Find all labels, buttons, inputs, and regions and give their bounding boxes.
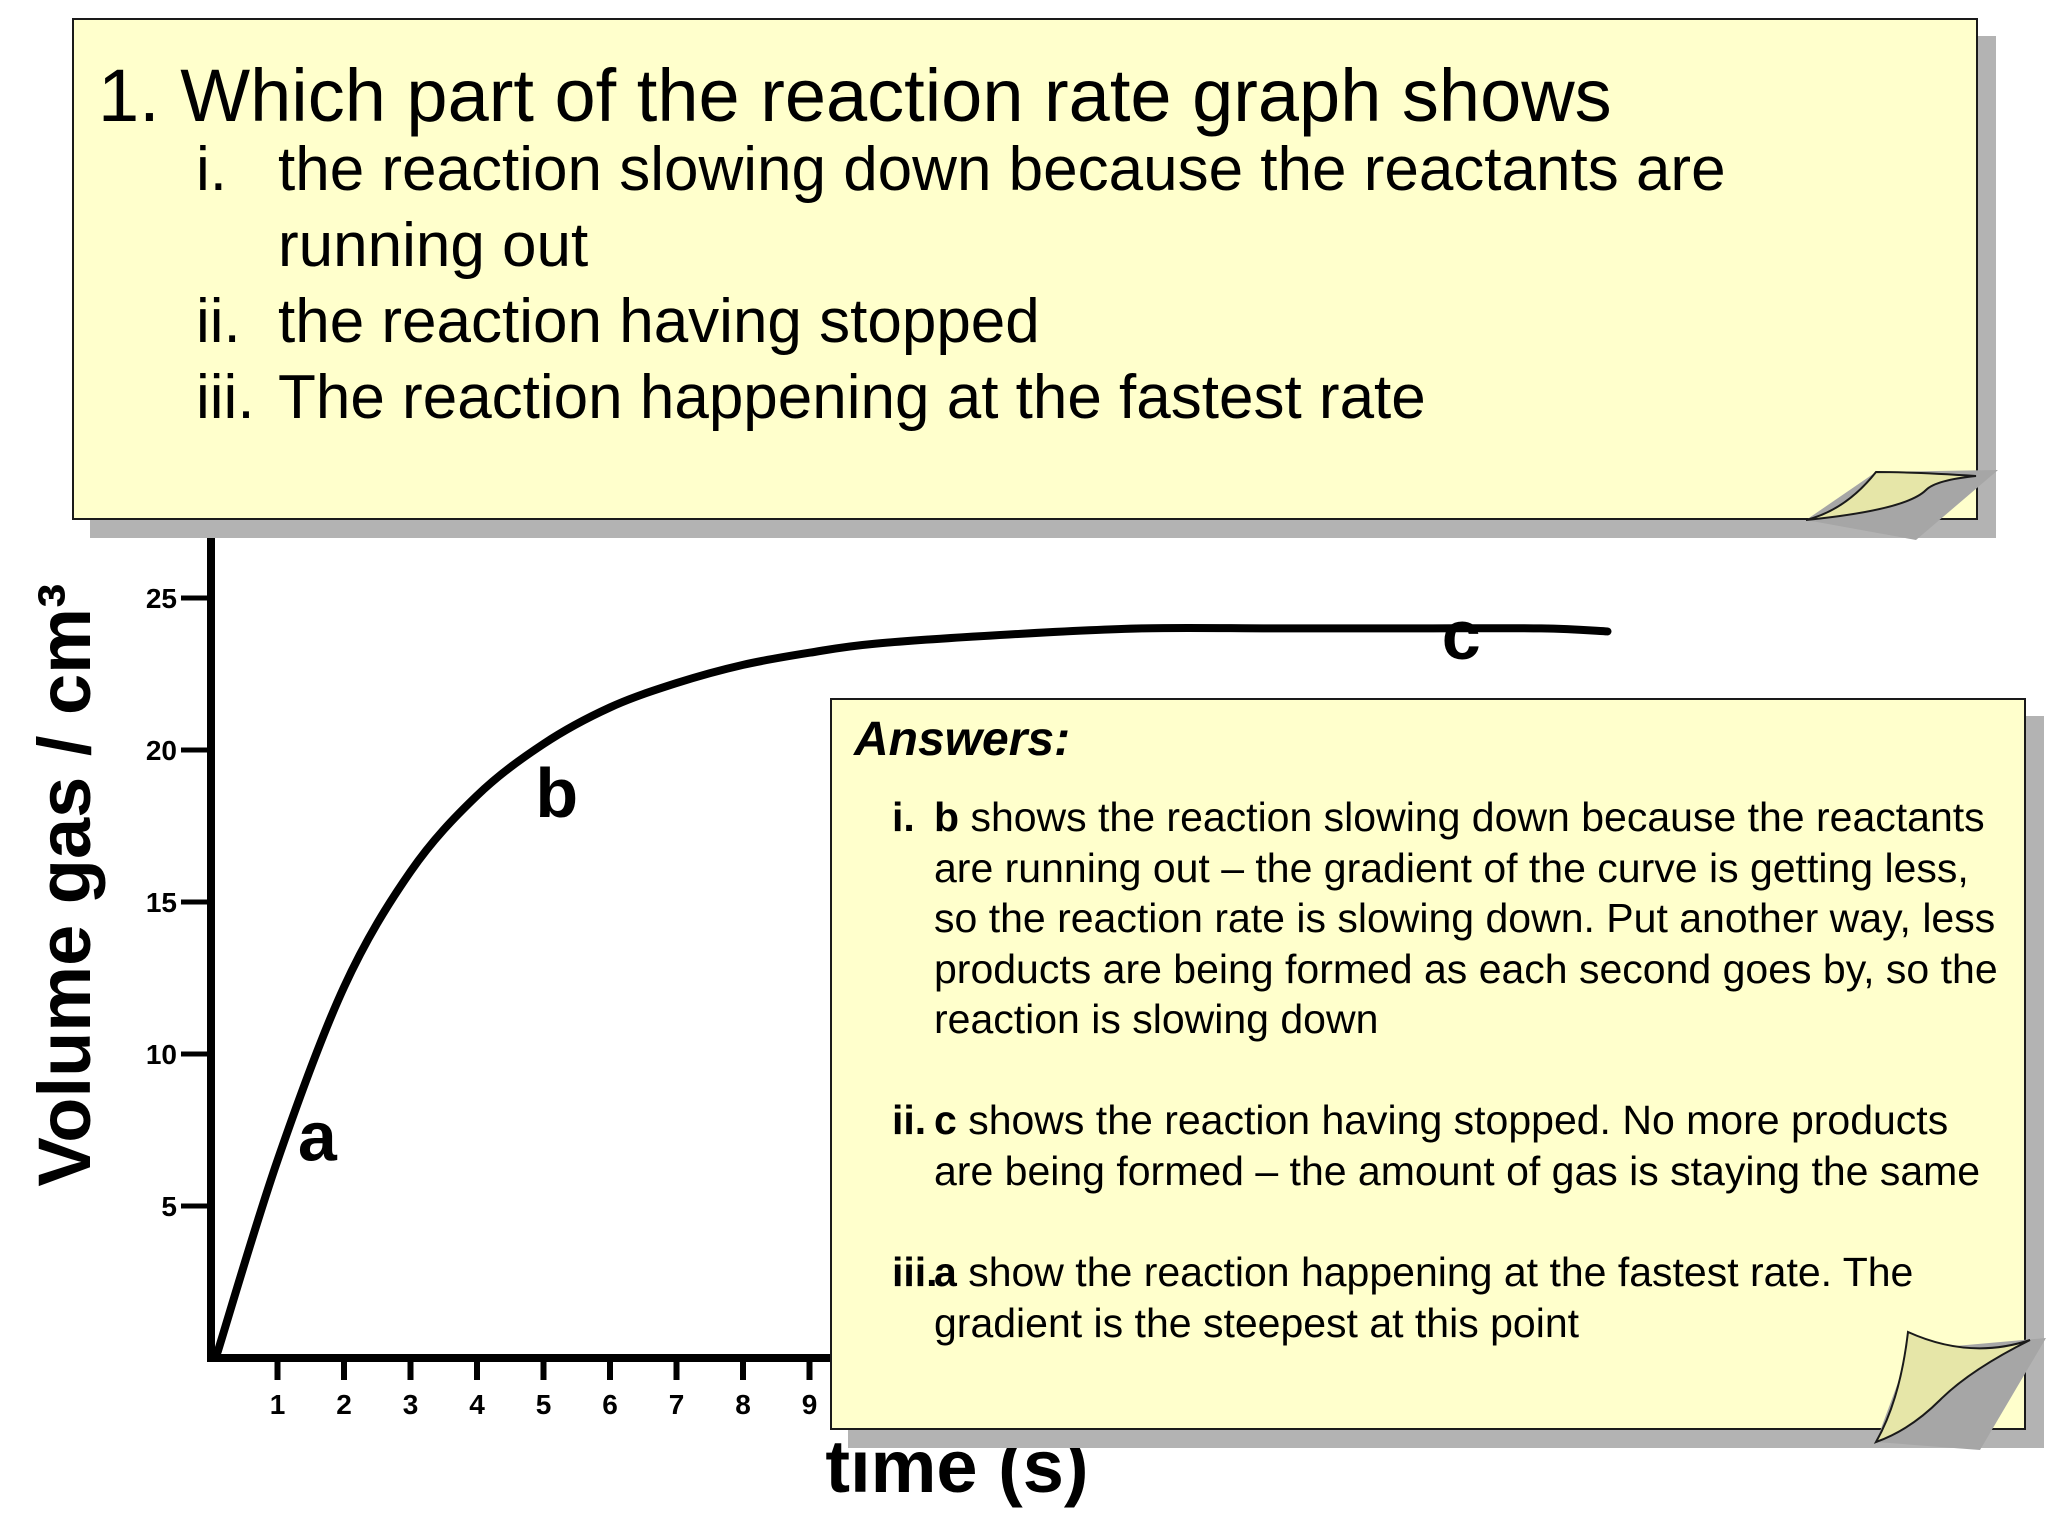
question-item-3: iii. The reaction happening at the fastes… xyxy=(196,360,1426,436)
question-item-1: i. the reaction slowing down because the … xyxy=(196,132,1726,284)
curve-region-label-a: a xyxy=(298,1097,338,1175)
x-tick-label: 1 xyxy=(270,1389,286,1420)
question-title: 1. Which part of the reaction rate graph… xyxy=(98,54,1612,137)
answers-box: Answers: i. b shows the reaction slowing… xyxy=(830,698,2026,1430)
answer-item-number: i. xyxy=(892,794,915,840)
question-item-number: iii. xyxy=(196,363,255,432)
answer-item-letter: a xyxy=(934,1249,957,1295)
question-item-number: ii. xyxy=(196,287,241,356)
x-tick-label: 4 xyxy=(469,1389,485,1420)
answer-item-2: ii. c shows the reaction having stopped.… xyxy=(892,1095,2014,1196)
x-tick-label: 9 xyxy=(802,1389,818,1420)
answers-title: Answers: xyxy=(854,713,1071,766)
curve-region-label-c: c xyxy=(1442,596,1481,674)
x-tick-label: 3 xyxy=(403,1389,419,1420)
question-item-text-continued: running out xyxy=(278,211,589,280)
y-tick-label: 10 xyxy=(146,1039,177,1070)
answer-item-1: i. b shows the reaction slowing down bec… xyxy=(892,792,2014,1045)
x-tick-label: 2 xyxy=(336,1389,352,1420)
question-item-2: ii. the reaction having stopped xyxy=(196,284,1040,360)
x-tick-label: 7 xyxy=(669,1389,685,1420)
question-item-text: the reaction having stopped xyxy=(278,287,1040,356)
x-tick-label: 6 xyxy=(602,1389,618,1420)
question-item-number: i. xyxy=(196,135,227,204)
question-item-text: The reaction happening at the fastest ra… xyxy=(278,363,1426,432)
answer-item-text: shows the reaction slowing down because … xyxy=(934,794,1998,1042)
reaction-curve xyxy=(213,623,1612,1356)
answer-item-text: shows the reaction having stopped. No mo… xyxy=(934,1097,1981,1194)
question-page-curl xyxy=(1806,470,1998,540)
answer-item-text: show the reaction happening at the faste… xyxy=(934,1249,1914,1346)
answers-page-curl xyxy=(1873,1330,2046,1450)
x-tick-label: 8 xyxy=(735,1389,751,1420)
curve-region-label-b: b xyxy=(535,754,578,832)
answer-item-number: iii. xyxy=(892,1249,938,1295)
answer-item-letter: b xyxy=(934,794,960,840)
answer-item-3: iii. a show the reaction happening at th… xyxy=(892,1247,2014,1348)
question-item-text: the reaction slowing down because the re… xyxy=(278,135,1726,204)
y-axis-label: Volume gas / cm³ xyxy=(23,583,106,1186)
x-tick-label: 5 xyxy=(536,1389,552,1420)
y-tick-label: 20 xyxy=(146,735,177,766)
y-tick-label: 15 xyxy=(146,887,177,918)
question-box: 1. Which part of the reaction rate graph… xyxy=(72,18,1978,520)
answer-item-letter: c xyxy=(934,1097,957,1143)
y-tick-label: 25 xyxy=(146,583,177,614)
answer-item-number: ii. xyxy=(892,1097,927,1143)
y-tick-label: 5 xyxy=(161,1191,177,1222)
